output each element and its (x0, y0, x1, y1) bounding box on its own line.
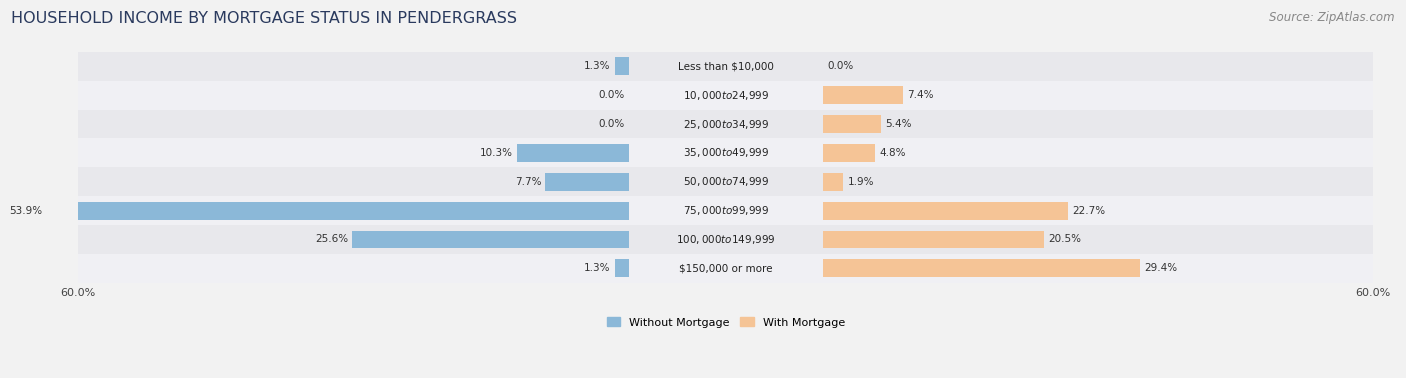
Text: $150,000 or more: $150,000 or more (679, 263, 772, 273)
Text: 0.0%: 0.0% (827, 61, 853, 71)
Bar (614, 57, 628, 75)
Bar (823, 231, 1045, 248)
Text: $10,000 to $24,999: $10,000 to $24,999 (682, 89, 769, 102)
Bar (823, 259, 1140, 277)
Text: 1.3%: 1.3% (583, 61, 610, 71)
Text: 7.7%: 7.7% (515, 177, 541, 187)
Bar (823, 115, 882, 133)
Text: Source: ZipAtlas.com: Source: ZipAtlas.com (1270, 11, 1395, 24)
Bar (546, 173, 628, 191)
Text: 29.4%: 29.4% (1144, 263, 1178, 273)
Text: $25,000 to $34,999: $25,000 to $34,999 (682, 118, 769, 130)
Bar (46, 201, 628, 220)
Text: $75,000 to $99,999: $75,000 to $99,999 (682, 204, 769, 217)
Bar (614, 259, 628, 277)
Text: 53.9%: 53.9% (10, 206, 42, 215)
Bar (823, 144, 875, 162)
Text: $35,000 to $49,999: $35,000 to $49,999 (682, 146, 769, 160)
Bar (353, 231, 628, 248)
Bar (517, 144, 628, 162)
Text: 20.5%: 20.5% (1049, 234, 1081, 245)
Bar (79, 81, 1374, 110)
Text: 0.0%: 0.0% (598, 90, 624, 100)
Bar (79, 196, 1374, 225)
Bar (79, 225, 1374, 254)
Text: Less than $10,000: Less than $10,000 (678, 61, 773, 71)
Bar (79, 110, 1374, 138)
Text: 22.7%: 22.7% (1073, 206, 1105, 215)
Bar (79, 52, 1374, 81)
Bar (823, 173, 844, 191)
Text: 5.4%: 5.4% (886, 119, 912, 129)
Bar (823, 86, 903, 104)
Text: $100,000 to $149,999: $100,000 to $149,999 (676, 233, 776, 246)
Bar (79, 167, 1374, 196)
Text: 10.3%: 10.3% (479, 148, 513, 158)
Text: 25.6%: 25.6% (315, 234, 347, 245)
Text: 4.8%: 4.8% (879, 148, 905, 158)
Legend: Without Mortgage, With Mortgage: Without Mortgage, With Mortgage (602, 313, 849, 332)
Text: 7.4%: 7.4% (907, 90, 934, 100)
Text: 1.3%: 1.3% (583, 263, 610, 273)
Text: 0.0%: 0.0% (598, 119, 624, 129)
Text: HOUSEHOLD INCOME BY MORTGAGE STATUS IN PENDERGRASS: HOUSEHOLD INCOME BY MORTGAGE STATUS IN P… (11, 11, 517, 26)
Text: $50,000 to $74,999: $50,000 to $74,999 (682, 175, 769, 188)
Bar (79, 254, 1374, 283)
Bar (79, 138, 1374, 167)
Bar (823, 201, 1069, 220)
Text: 1.9%: 1.9% (848, 177, 875, 187)
